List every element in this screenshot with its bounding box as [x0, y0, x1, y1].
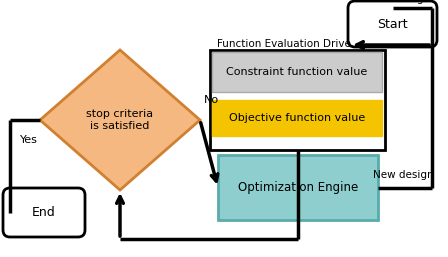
Text: Start: Start [377, 17, 408, 31]
Text: Initial design: Initial design [363, 0, 430, 4]
Text: Function Evaluation Drive: Function Evaluation Drive [216, 39, 350, 49]
Text: No: No [204, 95, 219, 105]
Text: Optimization Engine: Optimization Engine [238, 181, 358, 194]
Text: End: End [32, 206, 56, 219]
Bar [212, 100, 382, 136]
Text: Yes: Yes [20, 135, 38, 145]
Text: stop criteria
is satisfied: stop criteria is satisfied [86, 109, 154, 131]
Bar [212, 52, 382, 92]
Bar [210, 50, 385, 150]
FancyBboxPatch shape [3, 188, 85, 237]
Text: Objective function value: Objective function value [229, 113, 365, 123]
Text: New design: New design [373, 170, 434, 180]
FancyBboxPatch shape [348, 1, 437, 47]
Bar [218, 155, 378, 220]
Polygon shape [40, 50, 200, 190]
Text: Constraint function value: Constraint function value [226, 67, 368, 77]
